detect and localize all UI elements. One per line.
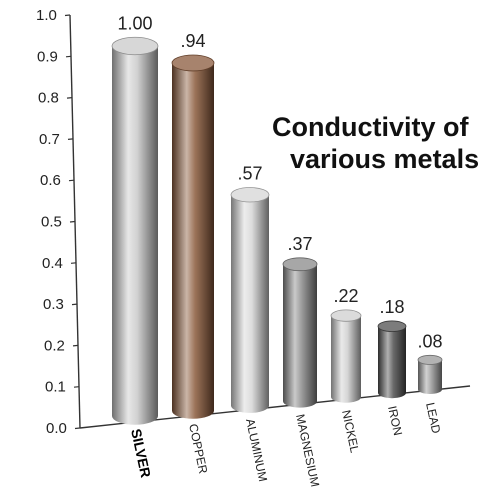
category-label-nickel: NICKEL: [339, 409, 362, 455]
value-label-aluminum: .57: [237, 164, 262, 184]
y-tick-label: 1.0: [36, 7, 57, 24]
bar-nickel: [330, 309, 362, 403]
bar-nickel-top: [330, 309, 362, 322]
bar-silver-top: [111, 36, 159, 56]
chart-title-line-2: various metals: [290, 144, 479, 174]
bar-aluminum: [230, 187, 270, 413]
y-tick-mark: [65, 55, 72, 58]
bar-nickel-body: [331, 315, 361, 403]
y-tick-mark: [64, 14, 71, 17]
bar-lead-body: [418, 359, 443, 395]
y-tick-mark: [67, 138, 74, 140]
value-label-iron: .18: [379, 297, 404, 317]
bar-iron-body: [378, 326, 406, 399]
bar-magnesium-body: [283, 264, 317, 408]
bar-lead-top: [417, 354, 443, 365]
value-label-silver: 1.00: [117, 13, 152, 33]
bar-iron: [377, 320, 407, 399]
bar-iron-top: [377, 320, 407, 332]
y-tick-mark: [68, 179, 75, 182]
value-label-copper: .94: [180, 31, 205, 51]
bar-magnesium: [282, 257, 318, 408]
y-tick-mark: [74, 427, 81, 430]
y-tick-mark: [69, 220, 76, 223]
value-label-nickel: .22: [333, 286, 358, 306]
bar-aluminum-top: [230, 187, 270, 203]
y-tick-label: 0.0: [46, 420, 67, 437]
value-label-lead: .08: [417, 331, 442, 351]
y-tick-label: 0.5: [41, 214, 62, 231]
chart-title-line-1: Conductivity of: [272, 112, 469, 142]
y-tick-label: 0.8: [38, 90, 59, 107]
y-tick-label: 0.7: [39, 131, 60, 148]
y-tick-mark: [70, 262, 77, 264]
bar-copper-top: [171, 54, 215, 72]
y-tick-mark: [73, 386, 80, 388]
y-tick-mark: [72, 344, 79, 347]
bar-magnesium-top: [282, 257, 318, 272]
y-tick-label: 0.4: [42, 255, 63, 272]
y-tick-label: 0.1: [45, 379, 66, 396]
y-tick-label: 0.2: [44, 337, 65, 354]
bar-silver-body: [112, 46, 158, 425]
value-label-magnesium: .37: [287, 234, 312, 254]
category-label-lead: LEAD: [423, 401, 443, 435]
bar-copper-body: [172, 62, 214, 419]
category-label-aluminum: ALUMINUM: [243, 417, 270, 483]
y-tick-mark: [66, 97, 73, 99]
y-tick-label: 0.3: [43, 296, 64, 313]
bar-lead: [417, 354, 443, 395]
category-label-iron: IRON: [385, 405, 405, 437]
bar-silver: [111, 36, 159, 425]
category-label-copper: COPPER: [186, 422, 210, 475]
bar-aluminum-body: [231, 194, 269, 413]
category-label-silver: SILVER: [128, 427, 154, 479]
y-tick-label: 0.6: [40, 172, 61, 189]
y-tick-mark: [71, 303, 78, 306]
category-label-magnesium: MAGNESIUM: [293, 413, 322, 488]
bar-copper: [171, 54, 215, 419]
y-tick-label: 0.9: [37, 48, 58, 65]
